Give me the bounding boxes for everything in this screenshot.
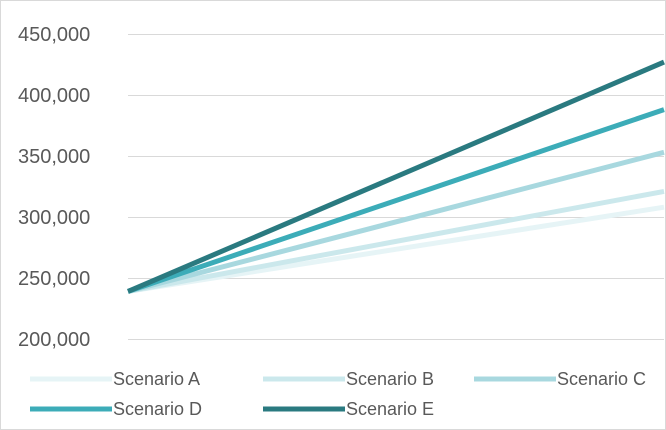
legend-item-scenario-b: Scenario B xyxy=(263,369,434,389)
y-tick-label: 450,000 xyxy=(18,24,90,46)
y-tick-label: 200,000 xyxy=(18,329,90,351)
legend-item-scenario-a: Scenario A xyxy=(30,369,200,389)
series-line-scenario-e xyxy=(127,59,665,294)
y-tick-label: 400,000 xyxy=(18,85,90,107)
legend-label: Scenario B xyxy=(346,369,434,389)
series-lines xyxy=(127,59,665,294)
legend-item-scenario-e: Scenario E xyxy=(263,399,434,419)
legend-label: Scenario C xyxy=(557,369,646,389)
series-line-scenario-c xyxy=(127,149,665,294)
y-tick-label: 350,000 xyxy=(18,146,90,168)
legend-item-scenario-d: Scenario D xyxy=(30,399,202,419)
series-line-scenario-d xyxy=(127,107,665,294)
gridlines xyxy=(128,34,664,340)
legend: Scenario A Scenario B Scenario C Scenario D… xyxy=(30,369,646,419)
series-line-scenario-a xyxy=(127,204,665,294)
legend-label: Scenario D xyxy=(113,399,202,419)
y-axis-tick-labels: 200,000 250,000 300,000 350,000 400,000 450,0… xyxy=(18,24,90,351)
series-line-scenario-b xyxy=(127,188,665,294)
legend-label: Scenario E xyxy=(346,399,434,419)
legend-label: Scenario A xyxy=(113,369,200,389)
y-tick-label: 300,000 xyxy=(18,207,90,229)
legend-item-scenario-c: Scenario C xyxy=(474,369,646,389)
y-tick-label: 250,000 xyxy=(18,268,90,290)
